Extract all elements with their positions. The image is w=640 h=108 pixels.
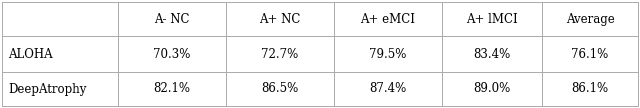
Text: 87.4%: 87.4% xyxy=(369,83,406,95)
Text: 82.1%: 82.1% xyxy=(154,83,191,95)
Text: A+ lMCI: A+ lMCI xyxy=(466,13,518,25)
Text: DeepAtrophy: DeepAtrophy xyxy=(8,83,86,95)
Text: A+ NC: A+ NC xyxy=(259,13,301,25)
Text: 76.1%: 76.1% xyxy=(572,48,609,60)
Text: 83.4%: 83.4% xyxy=(474,48,511,60)
Text: 86.5%: 86.5% xyxy=(261,83,299,95)
Text: A+ eMCI: A+ eMCI xyxy=(360,13,415,25)
Text: Average: Average xyxy=(566,13,614,25)
Text: 89.0%: 89.0% xyxy=(474,83,511,95)
Text: A- NC: A- NC xyxy=(154,13,189,25)
Text: 79.5%: 79.5% xyxy=(369,48,406,60)
Text: 72.7%: 72.7% xyxy=(261,48,299,60)
Text: 70.3%: 70.3% xyxy=(154,48,191,60)
Text: ALOHA: ALOHA xyxy=(8,48,52,60)
Text: 86.1%: 86.1% xyxy=(572,83,609,95)
